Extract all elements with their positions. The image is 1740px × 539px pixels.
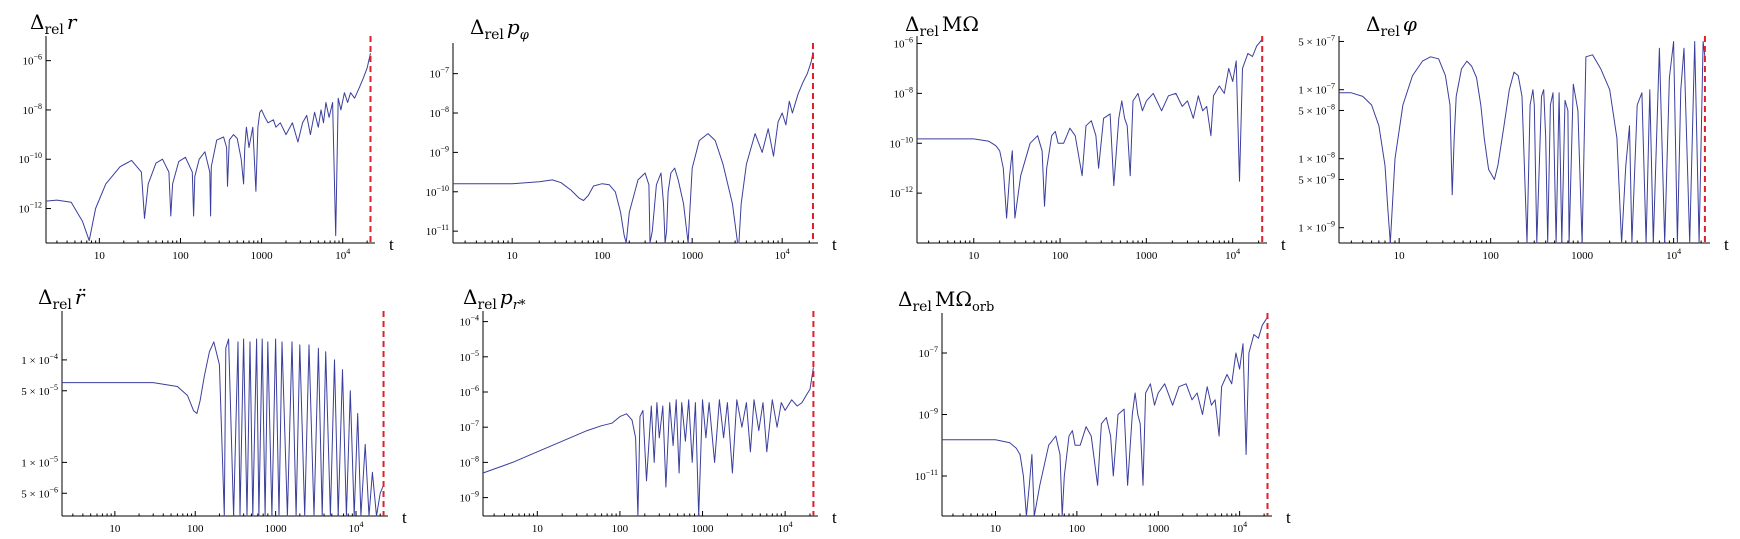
chart-title: Δrel pφ xyxy=(470,15,530,43)
x-tick-label: 104 xyxy=(778,520,793,535)
series-line xyxy=(917,38,1263,219)
y-tick-label: 1 × 10−9 xyxy=(1298,220,1335,235)
y-tick-label: 10−11 xyxy=(426,223,449,238)
x-tick-label: 100 xyxy=(1482,250,1499,262)
y-tick-label: 10−9 xyxy=(459,490,479,505)
x-tick-label: 104 xyxy=(1666,247,1681,262)
x-tick-label: 10 xyxy=(507,250,519,262)
x-axis-label: t xyxy=(1724,235,1729,254)
y-tick-label: 10−7 xyxy=(918,345,938,360)
x-tick-label: 10 xyxy=(109,523,121,535)
y-tick-label: 10−10 xyxy=(889,135,913,150)
y-tick-label: 10−10 xyxy=(18,151,42,166)
y-tick-label: 10−9 xyxy=(429,144,449,159)
y-tick-label: 10−9 xyxy=(918,407,938,422)
series-line xyxy=(942,316,1268,517)
chart-title: Δrel MΩ xyxy=(905,12,979,40)
y-tick-label: 10−7 xyxy=(459,419,479,434)
y-tick-label: 1 × 10−4 xyxy=(21,352,58,367)
x-tick-label: 10 xyxy=(1394,250,1406,262)
y-tick-label: 1 × 10−7 xyxy=(1298,82,1335,97)
x-axis-label: t xyxy=(1281,235,1286,254)
x-tick-label: 100 xyxy=(187,523,204,535)
x-tick-label: 1000 xyxy=(1571,250,1594,262)
x-tick-label: 104 xyxy=(1225,247,1240,262)
y-tick-label: 5 × 10−7 xyxy=(1298,33,1335,48)
x-tick-label: 1000 xyxy=(692,523,715,535)
x-tick-label: 104 xyxy=(349,520,364,535)
y-tick-label: 10−6 xyxy=(459,384,479,399)
x-axis-label: t xyxy=(1286,508,1291,527)
x-tick-label: 104 xyxy=(1232,520,1247,535)
chart-title: Δrel pr* xyxy=(463,285,526,313)
series-line xyxy=(453,52,814,244)
x-axis-label: t xyxy=(389,235,394,254)
y-tick-label: 10−4 xyxy=(459,314,479,329)
y-tick-label: 5 × 10−8 xyxy=(1298,102,1335,117)
x-tick-label: 1000 xyxy=(265,523,288,535)
chart-title: Δrel φ xyxy=(1366,12,1417,40)
y-tick-label: 10−6 xyxy=(22,53,42,68)
chart-panel: 10 100 1000 104 10−9 10−8 10−7 10−6 10−5 10−4 t Δre… xyxy=(459,285,837,535)
chart-title: Δrel MΩorb xyxy=(898,287,994,315)
y-tick-label: 10−12 xyxy=(18,201,42,216)
series-line xyxy=(62,338,384,517)
x-tick-label: 100 xyxy=(1052,250,1069,262)
x-tick-label: 1000 xyxy=(681,250,704,262)
chart-panel: 10 100 1000 104 10−12 10−10 10−8 10−6 t Δrel MΩ xyxy=(889,12,1286,262)
y-tick-label: 5 × 10−5 xyxy=(21,383,58,398)
y-tick-label: 1 × 10−8 xyxy=(1298,151,1335,166)
x-tick-label: 10 xyxy=(532,523,544,535)
x-axis-label: t xyxy=(402,508,407,527)
chart-panel: 10 100 1000 104 10−11 10−9 10−7 t Δrel MΩorb xyxy=(898,287,1291,535)
y-tick-label: 10−8 xyxy=(893,85,913,100)
chart-panel: 10 100 1000 104 10−12 10−10 10−8 10−6 t Δrel r xyxy=(18,10,394,262)
y-tick-label: 10−5 xyxy=(459,349,479,364)
chart-panel: 10 100 1000 104 1 × 10−9 5 × 10−9 1 × 10−8 5 × … xyxy=(1298,12,1729,262)
series-line xyxy=(482,367,814,517)
x-tick-label: 100 xyxy=(1069,523,1086,535)
y-tick-label: 10−6 xyxy=(893,36,913,51)
x-axis-label: t xyxy=(832,235,837,254)
y-tick-label: 1 × 10−5 xyxy=(21,454,58,469)
x-tick-label: 104 xyxy=(775,247,790,262)
y-tick-label: 10−7 xyxy=(429,66,449,81)
y-tick-label: 10−11 xyxy=(915,468,938,483)
y-tick-label: 5 × 10−9 xyxy=(1298,171,1335,186)
series-line xyxy=(45,53,371,242)
x-tick-label: 100 xyxy=(612,523,629,535)
y-tick-label: 10−8 xyxy=(22,102,42,117)
x-tick-label: 100 xyxy=(172,250,189,262)
x-tick-label: 1000 xyxy=(1147,523,1170,535)
x-tick-label: 10 xyxy=(94,250,106,262)
x-tick-label: 100 xyxy=(594,250,611,262)
y-tick-label: 10−10 xyxy=(425,184,449,199)
y-tick-label: 10−12 xyxy=(889,185,913,200)
y-tick-label: 10−8 xyxy=(459,454,479,469)
x-tick-label: 10 xyxy=(990,523,1002,535)
chart-panel: 10 100 1000 104 10−11 10−10 10−9 10−8 10−7 t Δrel p… xyxy=(425,15,837,262)
x-tick-label: 10 xyxy=(968,250,980,262)
x-axis-label: t xyxy=(832,508,837,527)
chart-panel: 10 100 1000 104 5 × 10−6 1 × 10−5 5 × 10−5 1 × … xyxy=(21,285,407,535)
x-tick-label: 1000 xyxy=(1135,250,1158,262)
chart-title: Δrel r xyxy=(30,10,78,38)
y-tick-label: 5 × 10−6 xyxy=(21,485,58,500)
y-tick-label: 10−8 xyxy=(429,105,449,120)
chart-title: Δrel r̈ xyxy=(38,285,86,313)
x-tick-label: 1000 xyxy=(251,250,274,262)
series-line xyxy=(1339,41,1706,244)
x-tick-label: 104 xyxy=(335,247,350,262)
